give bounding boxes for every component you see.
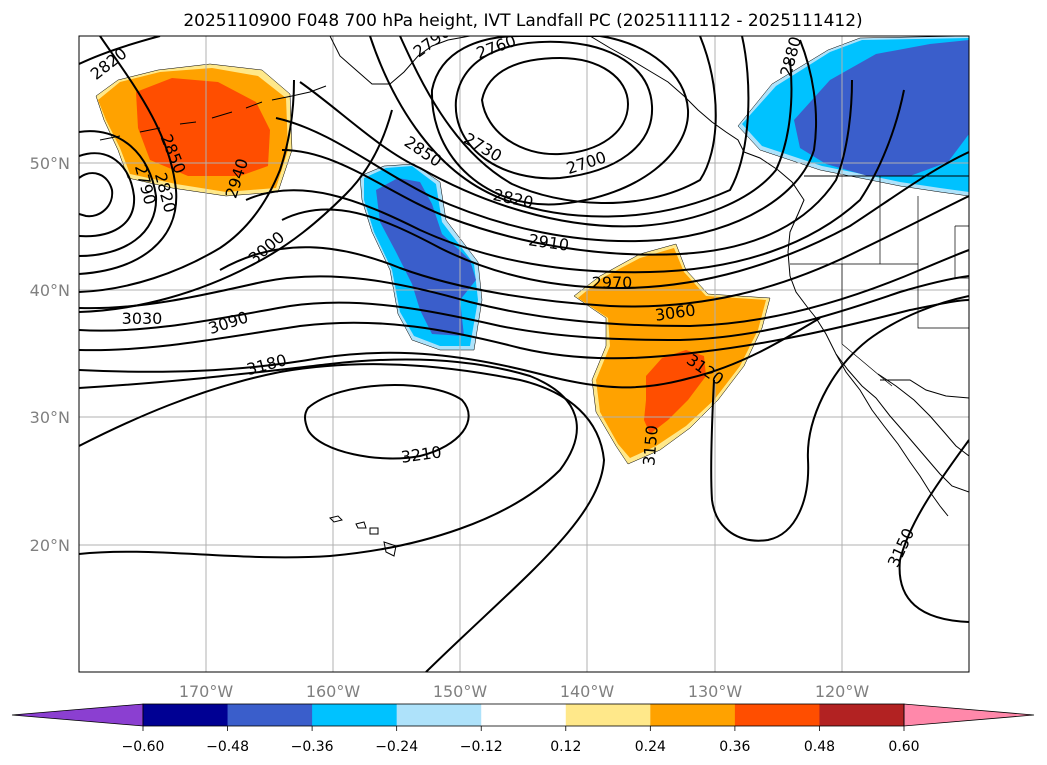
contour-3120: [79, 317, 821, 389]
colorbar-tick-label: 0.48: [804, 739, 835, 755]
ivt-shading-ne-strong: [794, 40, 969, 176]
contour-3030: [79, 249, 969, 328]
lat-tick-label: 40°N: [30, 281, 70, 300]
contour-3090: [79, 299, 969, 360]
contour-3150-e: [710, 295, 969, 542]
contour-west-band-1: [79, 79, 295, 293]
border-us-mexico: [880, 379, 969, 399]
contour-label: 3150: [639, 424, 661, 466]
lon-tick-label: 160°W: [306, 682, 361, 701]
contour-2790-w: [79, 152, 136, 238]
contour-2850-w: [79, 36, 178, 275]
coastline-aleutians: [99, 85, 327, 141]
colorbar-cell: [227, 704, 313, 726]
coastline-hawaii: [329, 515, 397, 557]
colorbar-tick-label: −0.24: [375, 739, 418, 755]
map-frame: [78, 35, 970, 673]
contour-3000: [219, 195, 969, 308]
contour-2760-w: [79, 172, 114, 218]
colorbar-extend-high: [903, 703, 1035, 727]
contour-2820-nw: [79, 36, 161, 65]
lon-tick-label: 150°W: [433, 682, 488, 701]
contour-west-band-2: [79, 109, 393, 313]
colorbar-tick-label: −0.60: [122, 739, 165, 755]
height-contours: [79, 36, 969, 672]
colorbar-cell: [565, 704, 651, 726]
colorbar-tick-label: 0.24: [635, 739, 666, 755]
coastline-west-north-america: [743, 151, 969, 493]
colorbar-tick-label: −0.36: [291, 739, 334, 755]
colorbar-frame: [142, 703, 905, 727]
contour-3180: [79, 358, 578, 559]
colorbar-tick-label: −0.48: [206, 739, 249, 755]
coastline-alaska-panhandle: [589, 36, 745, 153]
colorbar-tick-label: 0.12: [550, 739, 581, 755]
lat-tick-label: 30°N: [30, 408, 70, 427]
state-borders: [790, 176, 969, 387]
lat-tick-label: 20°N: [30, 536, 70, 555]
ivt-shading-se-strong: [644, 350, 706, 434]
colorbar-ticks: −0.60 −0.48 −0.36 −0.24 −0.12 0.12 0.24 0.36 0.4…: [122, 726, 920, 755]
ivt-shading-nw-strong: [136, 78, 270, 176]
colorbar-cell: [650, 704, 736, 726]
lon-tick-label: 140°W: [560, 682, 615, 701]
colorbar-extend-low: [11, 703, 144, 727]
contour-2880: [275, 39, 817, 243]
contour-2790: [399, 36, 717, 205]
lon-tick-labels: 170°W 160°W 150°W 140°W 130°W 120°W: [179, 682, 870, 701]
contour-3210: [304, 384, 470, 460]
coastline-baja: [835, 353, 949, 517]
colorbar-cell: [312, 704, 398, 726]
contour-3150-se: [898, 439, 969, 623]
colorbar: −0.60 −0.48 −0.36 −0.24 −0.12 0.12 0.24 0.36 0.4…: [11, 703, 1035, 755]
colorbar-tick-label: 0.36: [719, 739, 750, 755]
ivt-shading-se-mid: [578, 248, 766, 458]
colorbar-cells: [143, 704, 905, 726]
lon-tick-label: 170°W: [179, 682, 234, 701]
colorbar-tick-label: 0.60: [888, 739, 919, 755]
coastline-gulf-california: [877, 373, 969, 457]
contour-2850-c: [299, 59, 793, 228]
colorbar-tick-label: −0.12: [460, 739, 503, 755]
contour-2760: [430, 36, 690, 206]
lat-tick-label: 50°N: [30, 154, 70, 173]
contour-2730: [454, 40, 654, 180]
contour-2820-c: [369, 36, 750, 218]
colorbar-cell: [819, 704, 905, 726]
colorbar-cell: [481, 704, 567, 726]
map-title: 2025110900 F048 700 hPa height, IVT Land…: [183, 11, 862, 31]
contour-2970: [281, 151, 969, 290]
colorbar-cell: [143, 704, 229, 726]
contour-label: 3030: [122, 309, 163, 328]
lat-tick-labels: 50°N 40°N 30°N 20°N: [30, 154, 70, 555]
contour-3150-c: [79, 363, 606, 672]
colorbar-cell: [396, 704, 482, 726]
gridlines: [79, 36, 969, 672]
contour-2940: [245, 89, 905, 274]
coastline-alaska: [329, 36, 471, 85]
contour-3060: [79, 275, 969, 342]
contour-label: 2970: [592, 273, 633, 292]
contour-2700: [480, 56, 630, 156]
lon-tick-label: 120°W: [815, 682, 870, 701]
colorbar-cell: [734, 704, 820, 726]
lon-tick-label: 130°W: [688, 682, 743, 701]
contour-2820-w: [79, 130, 158, 257]
coastlines: [99, 36, 969, 557]
contour-2910: [281, 79, 853, 256]
